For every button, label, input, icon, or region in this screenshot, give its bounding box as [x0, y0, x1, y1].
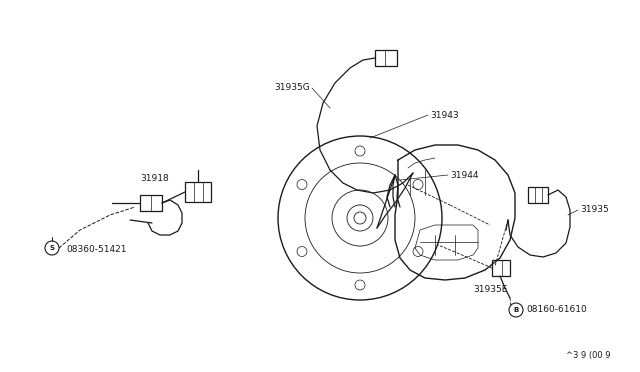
Text: 31935: 31935 — [580, 205, 609, 215]
Text: 31944: 31944 — [450, 170, 479, 180]
Text: 08360-51421: 08360-51421 — [66, 244, 127, 253]
Text: S: S — [49, 245, 54, 251]
Text: 08160-61610: 08160-61610 — [526, 305, 587, 314]
Bar — [528, 187, 548, 203]
Bar — [375, 50, 397, 66]
Text: 31935E: 31935E — [473, 285, 507, 294]
Text: 31918: 31918 — [141, 174, 170, 183]
Bar — [140, 195, 162, 211]
Bar — [185, 182, 211, 202]
Text: 31935G: 31935G — [275, 83, 310, 93]
Text: 31943: 31943 — [430, 110, 459, 119]
Text: ^3 9 (00 9: ^3 9 (00 9 — [566, 351, 610, 360]
Bar — [492, 260, 510, 276]
Text: B: B — [513, 307, 518, 313]
